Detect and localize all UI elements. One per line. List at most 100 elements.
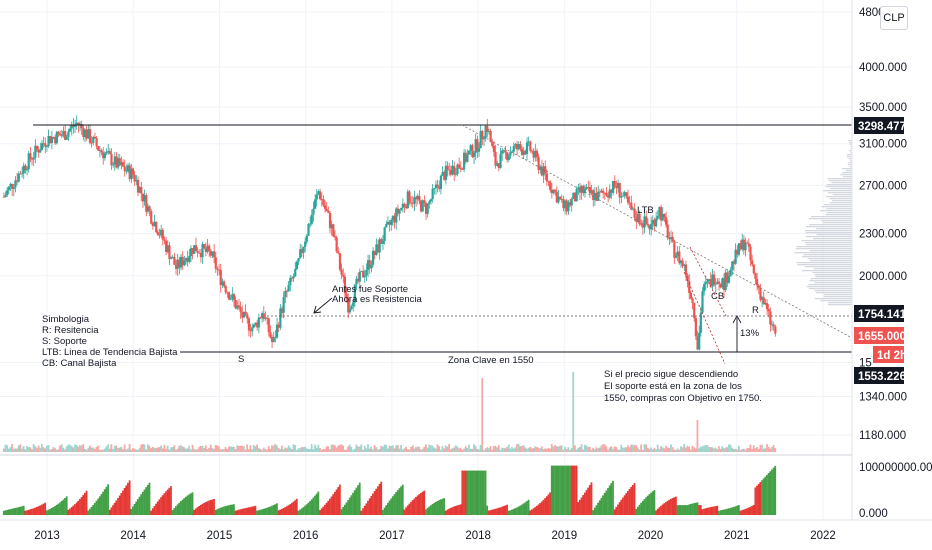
candle-body bbox=[603, 192, 606, 194]
cb-channel-upper[interactable] bbox=[689, 246, 728, 319]
obv-bar bbox=[458, 504, 460, 515]
price-tick-label: 1180.000 bbox=[859, 430, 906, 442]
volume-bar bbox=[459, 447, 462, 452]
candle-body bbox=[299, 249, 302, 259]
candle-body bbox=[663, 213, 666, 218]
volume-bar bbox=[461, 449, 464, 452]
obv-bar bbox=[242, 508, 245, 515]
candle-body bbox=[49, 136, 52, 144]
candle-body bbox=[184, 258, 188, 261]
currency-button[interactable]: CLP bbox=[880, 6, 908, 30]
obv-bar bbox=[583, 492, 586, 515]
volume-bar bbox=[403, 448, 406, 452]
candle-body bbox=[226, 292, 229, 294]
candle-body bbox=[746, 242, 749, 244]
volume-bar bbox=[4, 444, 7, 452]
price-axis[interactable]: 48004000.0003500.0003100.0002700.0002300… bbox=[859, 7, 932, 520]
obv-bar bbox=[47, 509, 50, 515]
obv-bar bbox=[514, 508, 517, 515]
time-axis[interactable]: 2013 2014 2015 2016 2017 2018 2019 2020 2021 2022 bbox=[34, 530, 836, 542]
volume-bar bbox=[219, 449, 222, 452]
ltb-line[interactable] bbox=[461, 124, 853, 339]
obv-bar bbox=[496, 508, 499, 515]
obv-bar bbox=[459, 504, 462, 515]
obv-bar bbox=[62, 499, 65, 515]
obv-bar bbox=[615, 506, 618, 515]
obv-bar bbox=[439, 499, 442, 515]
candle-body bbox=[458, 164, 461, 168]
obv-bar bbox=[481, 470, 484, 515]
volume-bar bbox=[458, 448, 460, 452]
volume-bar bbox=[337, 445, 340, 452]
volume-bar bbox=[256, 444, 258, 452]
obv-bar bbox=[127, 482, 129, 515]
volume-bar bbox=[749, 444, 752, 452]
candle-body bbox=[708, 279, 711, 281]
candle-body bbox=[141, 193, 145, 202]
candle-body bbox=[385, 224, 388, 228]
candle-body bbox=[764, 303, 767, 305]
volume-bar bbox=[439, 449, 442, 452]
obv-bar bbox=[436, 500, 439, 515]
obv-bar bbox=[92, 504, 95, 515]
obv-bar bbox=[656, 508, 659, 515]
candle-body bbox=[302, 246, 305, 253]
profile-bar bbox=[814, 274, 852, 276]
candle-body bbox=[429, 199, 433, 202]
candle-body bbox=[62, 131, 65, 136]
candle-body bbox=[383, 227, 386, 241]
volume-bar bbox=[678, 449, 681, 452]
candle-body bbox=[595, 192, 598, 201]
volume-bar bbox=[29, 447, 32, 452]
volume-bar bbox=[367, 444, 369, 452]
price-tag-current[interactable]: 1655.000 bbox=[854, 327, 906, 344]
obv-bar bbox=[431, 504, 434, 515]
volume-bar bbox=[524, 447, 527, 452]
volume-bar bbox=[769, 448, 772, 452]
volume-bar bbox=[155, 448, 157, 452]
arrow-prev-support[interactable] bbox=[313, 297, 333, 314]
legend-line-1: Simbologia bbox=[42, 314, 90, 325]
obv-bar bbox=[660, 505, 662, 515]
candle-body bbox=[256, 322, 259, 328]
volume-bar bbox=[577, 447, 580, 452]
obv-bar bbox=[423, 490, 426, 515]
volume-bar bbox=[622, 447, 624, 452]
time-tick-label: 2020 bbox=[638, 530, 664, 542]
candle-body bbox=[673, 241, 676, 258]
volume-bar bbox=[675, 449, 677, 452]
candle-body bbox=[206, 245, 209, 252]
candle-body bbox=[72, 125, 75, 127]
price-tag-r[interactable]: 1754.141 bbox=[854, 305, 907, 322]
volume-bar bbox=[453, 447, 455, 452]
candle-body bbox=[188, 256, 191, 262]
volume-bar bbox=[345, 449, 348, 452]
volume-bar bbox=[509, 448, 512, 452]
obv-bar bbox=[93, 502, 96, 515]
price-tag-support[interactable]: 1553.226 bbox=[854, 367, 906, 384]
candle-body bbox=[50, 136, 53, 144]
price-tag-countdown[interactable]: 1d 2h bbox=[873, 346, 907, 363]
obv-bar bbox=[69, 508, 71, 515]
obv-bar bbox=[661, 504, 664, 515]
obv-bar bbox=[191, 492, 194, 515]
volume-bar bbox=[703, 445, 705, 452]
candle-body bbox=[431, 188, 434, 200]
candle-body bbox=[214, 257, 217, 269]
candle-body bbox=[588, 187, 592, 194]
candle-body bbox=[506, 152, 509, 160]
candle-body bbox=[428, 201, 431, 204]
candle-body bbox=[246, 314, 249, 319]
obv-bar bbox=[367, 500, 369, 515]
obv-bar bbox=[679, 505, 682, 515]
volume-bar bbox=[189, 449, 192, 452]
volume-bar bbox=[757, 448, 760, 452]
volume-bar bbox=[492, 445, 495, 452]
candle-body bbox=[254, 322, 257, 325]
obv-bar bbox=[80, 497, 83, 515]
cb-channel-lower[interactable] bbox=[683, 271, 726, 365]
price-tag-resistance[interactable]: 3298.477 bbox=[854, 117, 906, 134]
candle-body bbox=[115, 156, 118, 168]
obv-bar bbox=[756, 485, 758, 515]
volume-bar bbox=[175, 449, 177, 452]
